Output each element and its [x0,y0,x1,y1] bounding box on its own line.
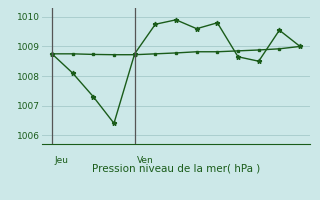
Text: Jeu: Jeu [54,156,68,165]
Text: Ven: Ven [137,156,154,165]
X-axis label: Pression niveau de la mer( hPa ): Pression niveau de la mer( hPa ) [92,163,260,173]
